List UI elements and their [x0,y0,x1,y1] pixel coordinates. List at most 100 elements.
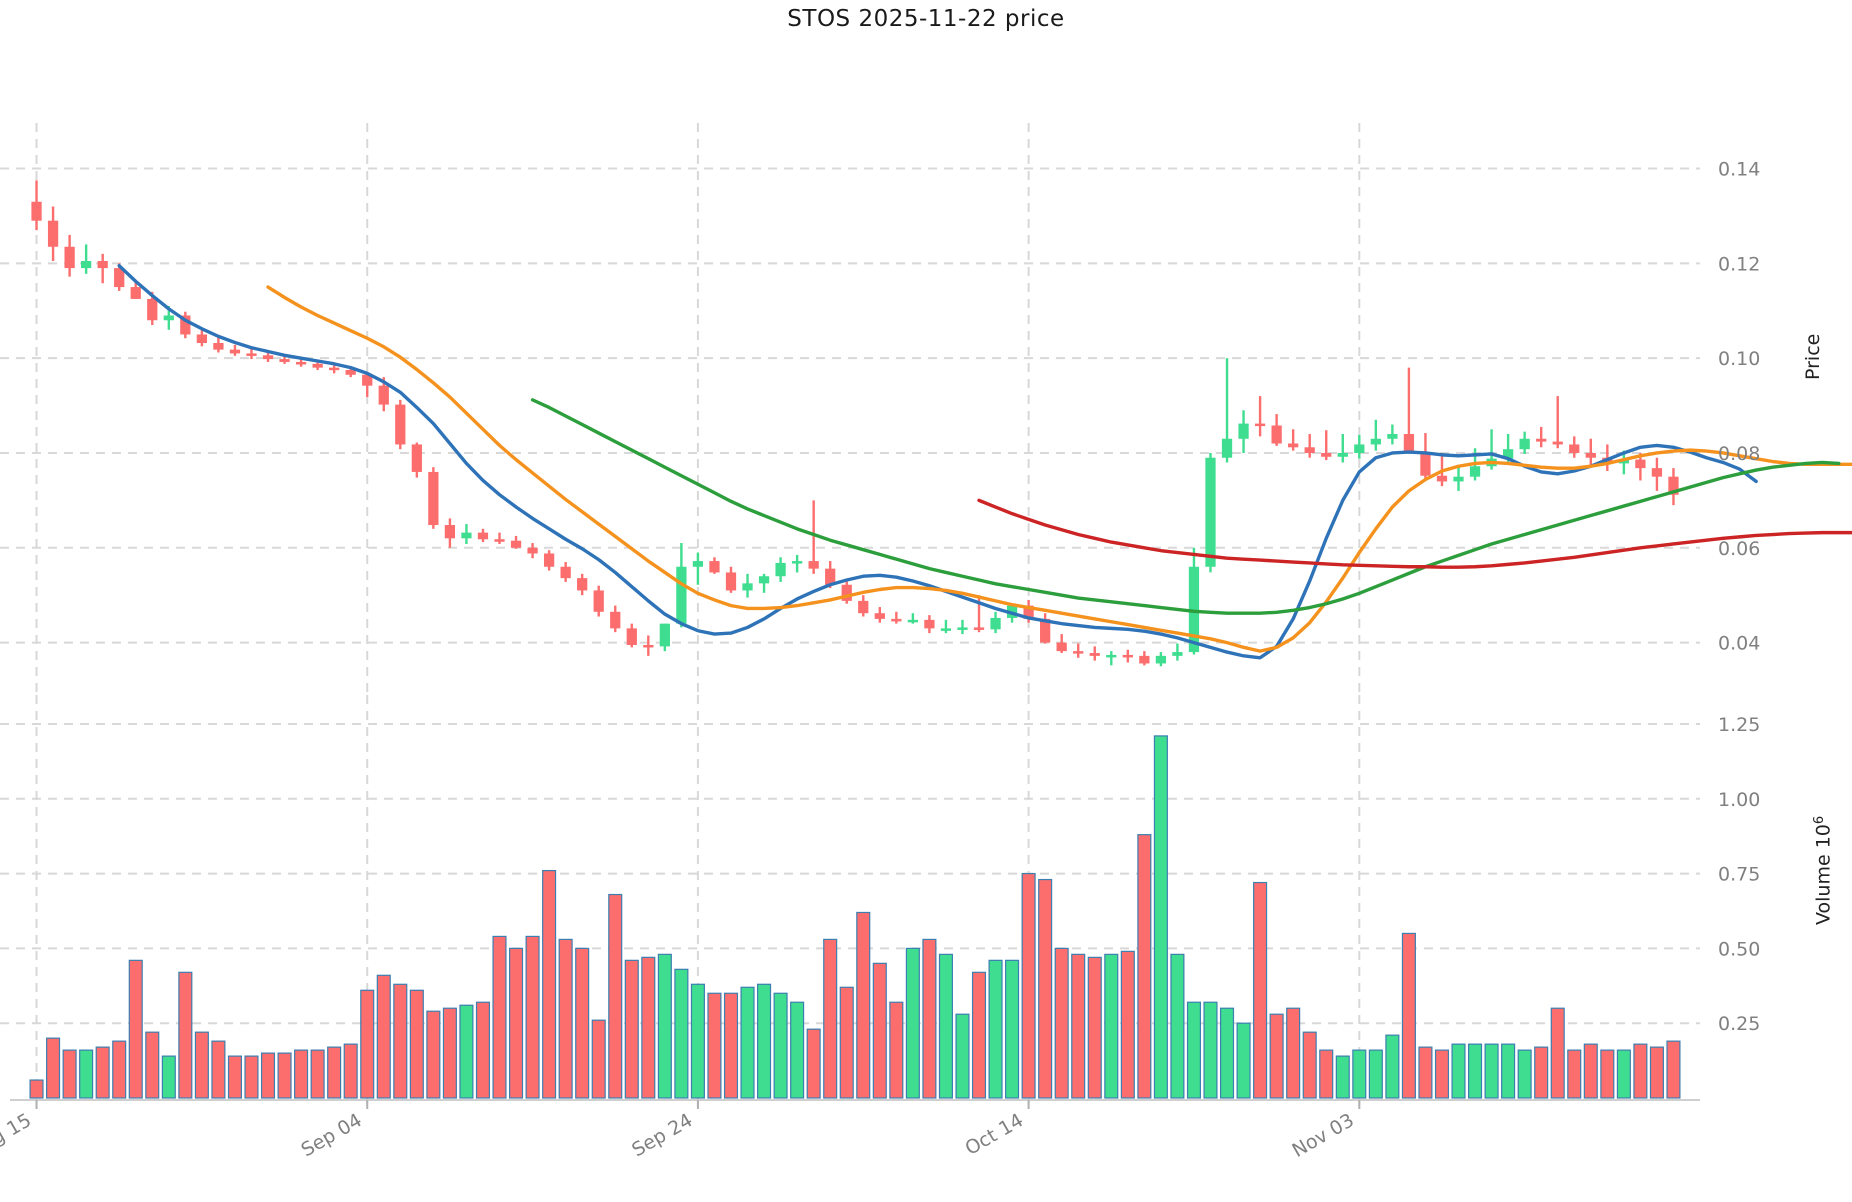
candle-body [825,568,836,585]
candle-body [1155,655,1167,664]
candle-body [345,370,356,375]
volume-bar [674,968,689,1099]
candle-body [362,374,373,386]
volume-bar [294,1049,309,1099]
volume-bar [1203,1001,1218,1099]
volume-tick-label: 1.25 [1718,714,1760,736]
ma-line-F5921E [266,285,1852,653]
volume-bar [1501,1043,1516,1099]
volume-bar [277,1052,292,1099]
volume-bar [558,938,573,1099]
volume-tick-label: 0.50 [1718,938,1760,960]
candle-body [577,578,588,591]
volume-bar [1534,1046,1549,1099]
candle-body [229,349,241,354]
volume-bar [1071,953,1086,1099]
volume-bar [856,911,871,1099]
volume-bar [624,959,639,1099]
ma-line-2E73B8 [117,264,1758,660]
date-tick-label: Oct 14 [961,1109,1027,1160]
volume-bar [343,1043,358,1099]
candle-body [1354,444,1365,453]
volume-axis-title: Volume 106 [1812,815,1835,925]
volume-bar [1137,834,1152,1099]
candle-body [874,613,885,619]
candle-body [758,576,770,584]
volume-bar [1385,1034,1400,1099]
volume-bar [872,962,887,1099]
candle-body [940,628,952,631]
candle-body [1618,459,1629,464]
volume-bar [260,1052,276,1099]
candle-body [1271,425,1282,444]
candle-body [163,315,174,321]
volume-bar [360,989,375,1099]
candle-body [643,644,654,648]
volume-bar [1583,1043,1598,1099]
candle-body [858,600,869,614]
candle-body [1569,444,1580,453]
volume-tick-label: 1.00 [1718,789,1760,811]
volume-bar [1087,956,1102,1099]
candle-body [924,619,935,629]
volume-bar [376,974,391,1099]
candle-body [957,627,968,630]
candle-body [428,471,439,526]
volume-bar [905,947,920,1099]
volume-bar [1567,1049,1582,1099]
date-tick-label: Nov 03 [1289,1109,1358,1162]
candle-body [329,367,340,371]
candle-body [1403,434,1415,453]
candle-body [510,540,522,548]
candle-body [1040,618,1051,643]
candle-body [907,619,918,623]
volume-bar [1335,1055,1350,1099]
volume-bar [1186,1001,1202,1099]
volume-bar [145,1031,160,1099]
candle-body [411,444,422,472]
volume-bar [575,947,590,1099]
candle-body [676,566,687,624]
volume-bar [1054,947,1069,1099]
candle-body [692,561,704,567]
volume-bar [95,1046,110,1099]
candle-body [444,525,456,539]
candle-body [841,584,852,601]
volume-bar [128,959,143,1099]
candle-body [593,590,604,612]
volume-bar [1236,1022,1251,1099]
volume-bar [1633,1043,1648,1099]
volume-bar [839,986,854,1099]
volume-bar [823,938,838,1099]
candle-body [114,268,125,288]
candle-body [1536,438,1547,442]
volume-tick-label: 0.75 [1718,864,1760,886]
candlestick-layer [31,180,1679,667]
volume-bar [459,1004,474,1099]
price-tick-label: 0.12 [1718,253,1760,275]
volume-bar [227,1055,242,1099]
date-tick-label: Sep 04 [298,1109,366,1161]
candle-body [709,561,720,573]
candle-body [1337,452,1348,457]
volume-bar [723,992,739,1099]
volume-bar [79,1049,94,1099]
volume-bar [1005,959,1020,1099]
candle-body [1585,452,1596,458]
candle-body [1056,642,1067,652]
volume-bar [161,1055,176,1099]
volume-bar [426,1010,441,1099]
price-tick-label: 0.10 [1718,348,1760,370]
volume-bar [641,956,656,1099]
volume-bar [1484,1043,1499,1099]
volume-bar [1368,1049,1383,1099]
volume-bar [1434,1049,1450,1099]
candle-body [1172,652,1183,656]
ma-line-CC2424 [977,498,1852,569]
volume-bar [955,1013,970,1099]
volume-bar [922,938,937,1099]
candle-body [31,201,42,221]
candle-body [461,532,472,539]
